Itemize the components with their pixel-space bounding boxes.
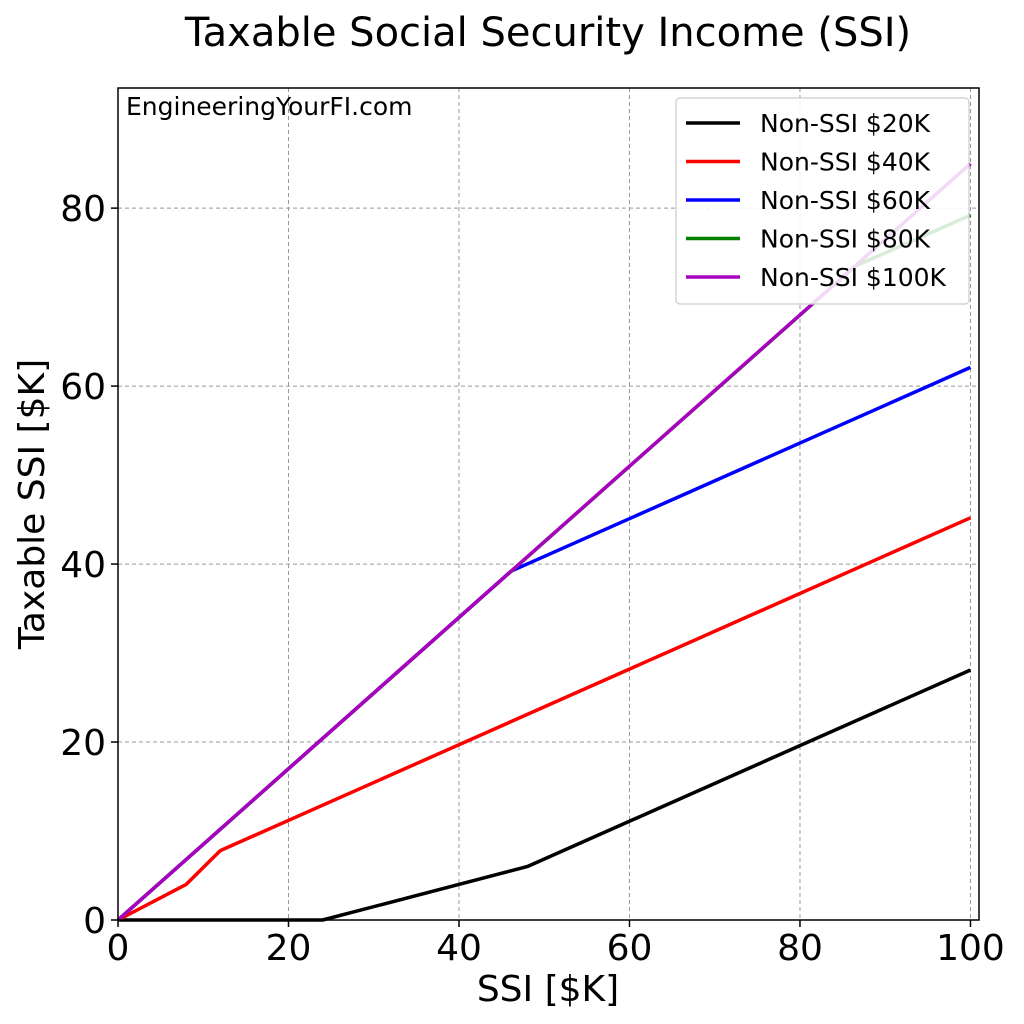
watermark-annotation: EngineeringYourFI.com [126,92,412,121]
chart-title: Taxable Social Security Income (SSI) [184,10,911,56]
y-tick-label: 60 [60,367,106,408]
x-axis-label: SSI [$K] [477,969,619,1010]
x-tick-label: 40 [436,928,482,969]
y-tick-label: 80 [60,189,106,230]
y-axis-label: Taxable SSI [$K] [12,359,53,650]
x-tick-label: 0 [107,928,130,969]
legend-entry-label: Non-SSI $60K [760,186,931,215]
x-tick-label: 60 [607,928,653,969]
plot-frame [117,87,980,921]
legend: Non-SSI $20K Non-SSI $40K Non-SSI $60K Non-… [675,97,970,305]
legend-entry-label: Non-SSI $80K [760,225,931,254]
y-tick-label: 40 [60,545,106,586]
legend-entry-label: Non-SSI $40K [760,148,931,177]
x-tick-label: 80 [777,928,823,969]
y-tick-label: 20 [60,723,106,764]
legend-entry-label: Non-SSI $20K [760,109,931,138]
series-line [116,365,972,922]
series-line [117,516,972,922]
legend-box [675,97,970,305]
y-tick-label: 0 [83,901,106,942]
x-tick-label: 100 [936,928,1005,969]
series-line [116,213,972,922]
legend-entry-label: Non-SSI $100K [760,263,947,292]
x-tick-label: 20 [266,928,312,969]
axis-ticks: 0 20 40 60 80 100 0 20 40 60 80 [60,189,1005,969]
